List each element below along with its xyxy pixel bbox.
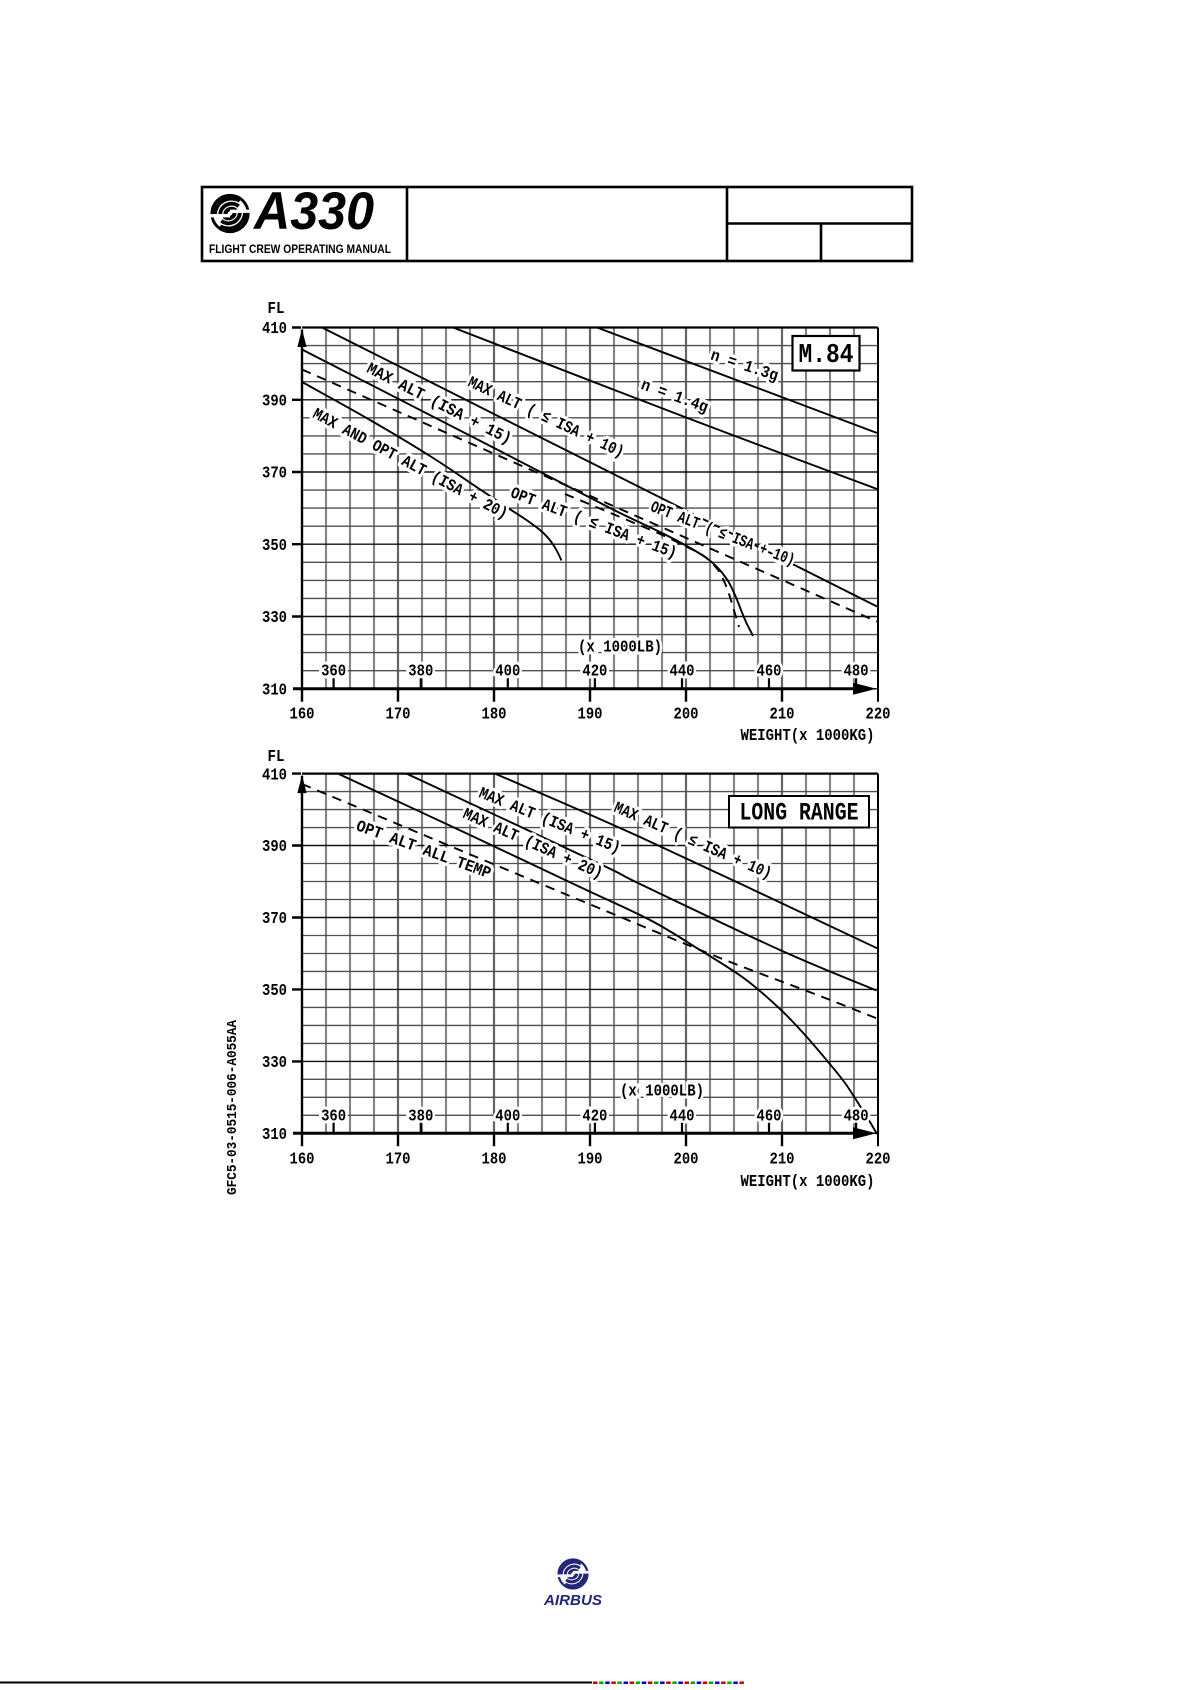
- svg-text:180: 180: [482, 1150, 507, 1169]
- svg-text:310: 310: [262, 1125, 287, 1144]
- svg-text:190: 190: [578, 1150, 603, 1169]
- svg-text:GFC5-03-0515-006-A055AA: GFC5-03-0515-006-A055AA: [225, 1019, 241, 1195]
- svg-text:200: 200: [674, 1150, 699, 1169]
- svg-text:FL: FL: [268, 299, 285, 318]
- svg-text:380: 380: [408, 662, 433, 681]
- svg-text:(x 1000LB): (x 1000LB): [578, 638, 662, 657]
- svg-text:FLIGHT CREW OPERATING MANUAL: FLIGHT CREW OPERATING MANUAL: [209, 244, 391, 256]
- svg-text:190: 190: [578, 705, 603, 724]
- svg-text:480: 480: [844, 662, 869, 681]
- svg-text:220: 220: [866, 705, 891, 724]
- svg-text:A330: A330: [252, 182, 374, 241]
- svg-text:AIRBUS: AIRBUS: [543, 1592, 602, 1609]
- svg-text:380: 380: [408, 1107, 433, 1126]
- svg-text:170: 170: [386, 1150, 411, 1169]
- svg-text:370: 370: [262, 909, 287, 928]
- svg-text:M.84: M.84: [799, 341, 854, 371]
- svg-text:370: 370: [262, 464, 287, 483]
- svg-text:350: 350: [262, 536, 287, 555]
- svg-text:200: 200: [674, 705, 699, 724]
- svg-text:210: 210: [770, 1150, 795, 1169]
- svg-text:390: 390: [262, 837, 287, 856]
- svg-text:350: 350: [262, 981, 287, 1000]
- svg-text:400: 400: [495, 662, 520, 681]
- svg-text:440: 440: [670, 662, 695, 681]
- svg-text:220: 220: [866, 1150, 891, 1169]
- svg-text:330: 330: [262, 1053, 287, 1072]
- svg-text:210: 210: [770, 705, 795, 724]
- svg-text:(x 1000LB): (x 1000LB): [620, 1082, 704, 1101]
- svg-text:LONG RANGE: LONG RANGE: [740, 799, 859, 828]
- svg-text:460: 460: [757, 1107, 782, 1126]
- svg-text:360: 360: [321, 1107, 346, 1126]
- svg-text:400: 400: [495, 1107, 520, 1126]
- svg-text:420: 420: [582, 1107, 607, 1126]
- svg-text:WEIGHT(x 1000KG): WEIGHT(x 1000KG): [741, 1172, 875, 1191]
- svg-text:360: 360: [321, 662, 346, 681]
- svg-text:420: 420: [582, 662, 607, 681]
- svg-text:FL: FL: [268, 747, 285, 766]
- svg-text:390: 390: [262, 391, 287, 410]
- svg-text:410: 410: [262, 765, 287, 784]
- svg-text:170: 170: [386, 705, 411, 724]
- svg-text:WEIGHT(x 1000KG): WEIGHT(x 1000KG): [741, 726, 875, 745]
- svg-text:330: 330: [262, 608, 287, 627]
- svg-text:410: 410: [262, 319, 287, 338]
- svg-text:480: 480: [844, 1107, 869, 1126]
- svg-text:440: 440: [670, 1107, 695, 1126]
- svg-text:180: 180: [482, 705, 507, 724]
- svg-text:310: 310: [262, 680, 287, 699]
- svg-text:160: 160: [290, 705, 315, 724]
- svg-text:160: 160: [290, 1150, 315, 1169]
- svg-text:460: 460: [757, 662, 782, 681]
